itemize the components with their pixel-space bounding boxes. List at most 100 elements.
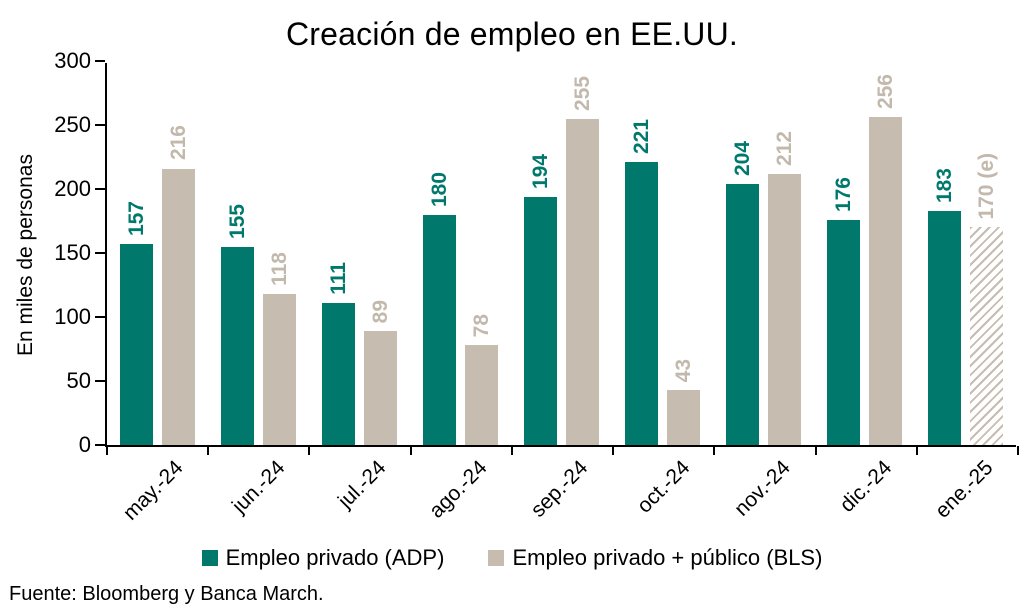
x-axis-tick [916, 446, 918, 455]
bar-column: 256 [869, 63, 902, 445]
bar-groups: 157 216 155 118 111 89 180 78 194 255 221 43 204 212 1… [107, 63, 1016, 445]
bar [869, 117, 902, 445]
bar-group: 176 256 [814, 63, 915, 445]
y-axis-title: En miles de personas [14, 154, 37, 356]
bar-column: 43 [667, 63, 700, 445]
x-axis-tick [1017, 446, 1019, 455]
bar [768, 173, 801, 445]
bar-column: 204 [726, 63, 759, 445]
bar-group: 111 89 [309, 63, 410, 445]
x-axis-label: may.-24 [119, 456, 188, 525]
legend-label: Empleo privado (ADP) [225, 545, 445, 570]
y-axis-tick [95, 444, 105, 446]
y-axis-tick-label: 50 [66, 368, 91, 393]
y-axis-tick-label: 300 [54, 48, 91, 73]
bar-value-label: 118 [268, 252, 291, 286]
bar-value-label: 43 [672, 358, 695, 382]
bar [667, 389, 700, 445]
bar-column: 194 [524, 63, 557, 445]
legend-item: Empleo privado + público (BLS) [488, 545, 822, 571]
bar-column: 216 [162, 63, 195, 445]
bar-value-label: 111 [327, 262, 350, 295]
x-axis-tick [207, 446, 209, 455]
y-axis-tick [95, 188, 105, 190]
x-axis-tick [511, 446, 513, 455]
x-axis-label: jul.-24 [333, 456, 391, 513]
x-axis-label: sep.-24 [526, 456, 593, 522]
bar-value-label: 256 [874, 74, 897, 110]
x-axis-label: ene.-25 [931, 456, 998, 523]
x-axis-label: oct.-24 [632, 456, 694, 518]
x-axis-tick [308, 446, 310, 455]
bar-column: 255 [566, 63, 599, 445]
y-axis-tick [95, 380, 105, 382]
bar [120, 244, 153, 445]
bar-value-label: 221 [630, 119, 653, 155]
bar [726, 183, 759, 445]
bar-group: 155 118 [208, 63, 309, 445]
y-axis-tick-label: 150 [54, 240, 91, 265]
bar [322, 302, 355, 445]
bar-value-label: 89 [369, 299, 392, 324]
bar-column: 176 [827, 63, 860, 445]
bar-column: 183 [928, 63, 961, 445]
bar-group: 157 216 [107, 63, 208, 445]
bar-value-label: 180 [428, 171, 451, 207]
bar-group: 221 43 [612, 63, 713, 445]
x-axis-tick [410, 446, 412, 455]
bar-column: 78 [465, 63, 498, 445]
y-axis-tick [95, 60, 105, 62]
bar-column: 111 [322, 63, 355, 445]
legend-swatch [201, 550, 218, 566]
bar-column: 170 (e) [970, 63, 1003, 445]
bar-value-label: 157 [125, 201, 148, 237]
x-axis-tick [612, 446, 614, 455]
x-axis-label: nov.-24 [730, 456, 796, 521]
bar-value-label: 194 [529, 153, 552, 189]
bar-value-label: 170 (e) [975, 152, 998, 220]
legend-label: Empleo privado + público (BLS) [512, 545, 823, 570]
bar [625, 162, 658, 445]
chart-title: Creación de empleo en EE.UU. [285, 16, 739, 52]
bar-value-label: 204 [731, 140, 754, 176]
source-note: Fuente: Bloomberg y Banca March. [9, 583, 324, 605]
y-axis-tick-label: 100 [54, 304, 91, 329]
bar-column: 89 [364, 63, 397, 445]
bar-group: 204 212 [713, 63, 814, 445]
bar [263, 293, 296, 445]
bar-column: 180 [423, 63, 456, 445]
bar-value-label: 176 [832, 176, 855, 212]
y-axis-tick-label: 200 [54, 176, 91, 201]
bar [566, 118, 599, 445]
bar [162, 168, 195, 445]
y-axis-tick-label: 0 [78, 432, 91, 457]
bar-value-label: 216 [167, 125, 190, 161]
bar [221, 246, 254, 445]
bar-column: 157 [120, 63, 153, 445]
bar-column: 212 [768, 63, 801, 445]
x-axis-label: jun.-24 [227, 456, 290, 518]
bar [524, 196, 557, 445]
legend-swatch [488, 550, 505, 566]
bar-value-label: 183 [933, 167, 956, 203]
x-axis-label: ago.-24 [424, 456, 492, 523]
y-axis-tick [95, 124, 105, 126]
plot-area: 0 50 100 150 200 250 300 may.-24 jun.-24 jul.-24 a… [54, 50, 1019, 525]
bar-hatched-estimate [970, 227, 1003, 445]
bar [928, 210, 961, 445]
bar-value-label: 255 [571, 75, 594, 111]
legend-item: Empleo privado (ADP) [201, 545, 445, 571]
bar [465, 345, 498, 445]
y-axis-tick-label: 250 [54, 112, 91, 137]
bar-value-label: 155 [226, 203, 249, 239]
legend: Empleo privado (ADP) Empleo privado + púb… [0, 545, 1024, 571]
bar [364, 331, 397, 445]
y-axis-tick [95, 252, 105, 254]
x-axis-tick [713, 446, 715, 455]
bar-group: 194 255 [511, 63, 612, 445]
bar-column: 155 [221, 63, 254, 445]
bar-group: 180 78 [410, 63, 511, 445]
y-axis-tick [95, 316, 105, 318]
x-axis-tick [106, 446, 108, 455]
